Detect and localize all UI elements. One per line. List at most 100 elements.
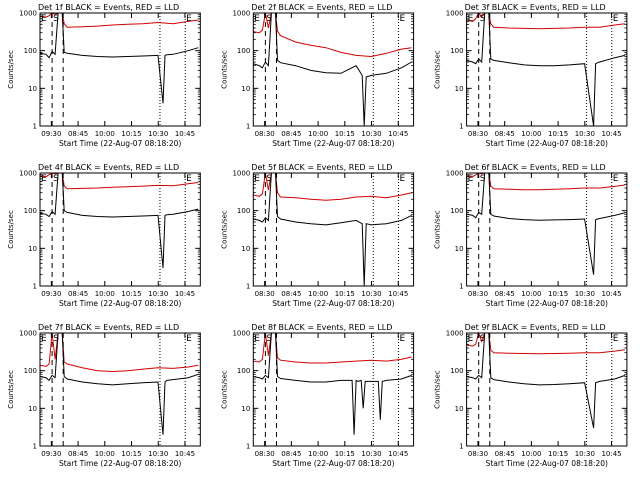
x-tick-label: 08:45 — [68, 290, 88, 298]
region-marker: E — [41, 14, 47, 24]
region-marker: S — [480, 14, 486, 24]
x-tick-label: 10:15 — [548, 290, 568, 298]
x-tick-label: 10:45 — [388, 450, 408, 458]
region-marker: E — [468, 174, 474, 184]
panel-title: Det 7f BLACK = Events, RED = LLD — [38, 323, 179, 332]
x-tick-label: 10:30 — [148, 130, 168, 138]
x-axis-label: Start Time (22-Aug-07 08:18:20) — [59, 139, 181, 148]
x-tick-label: 10:15 — [335, 290, 355, 298]
events-series-line — [466, 12, 626, 127]
x-tick-label: 08:45 — [281, 290, 301, 298]
x-axis-label: Start Time (22-Aug-07 08:18:20) — [272, 459, 394, 468]
panel-title: Det 2f BLACK = Events, RED = LLD — [251, 3, 392, 12]
y-tick-label: 100 — [24, 47, 37, 55]
x-tick-label: 08:45 — [495, 130, 515, 138]
x-tick-label: 08:30 — [468, 450, 488, 458]
events-series-line — [253, 332, 412, 435]
plot-frame — [466, 12, 628, 127]
x-tick-label: 10:15 — [121, 130, 141, 138]
x-tick-label: 10:45 — [388, 290, 408, 298]
x-tick-label: 10:15 — [335, 450, 355, 458]
plot-frame — [252, 12, 415, 127]
x-axis-label: Start Time (22-Aug-07 08:18:20) — [486, 139, 608, 148]
region-marker: E — [186, 174, 192, 184]
y-tick-label: 1000 — [446, 10, 464, 18]
region-marker: S — [480, 174, 486, 184]
x-tick-label: 08:45 — [68, 450, 88, 458]
y-tick-label: 100 — [237, 367, 250, 375]
y-tick-label: 1000 — [19, 10, 37, 18]
y-tick-label: 1000 — [232, 10, 250, 18]
y-axis-label: Counts/sec — [7, 50, 15, 89]
region-marker: E — [468, 334, 474, 344]
y-axis-label: Counts/sec — [7, 370, 15, 409]
panel-title: Det 8f BLACK = Events, RED = LLD — [251, 323, 392, 332]
y-tick-label: 10 — [455, 405, 464, 413]
y-axis-label: Counts/sec — [7, 210, 15, 249]
x-tick-label: 10:30 — [361, 130, 381, 138]
events-series-line — [39, 172, 199, 269]
x-tick-label: 09:30 — [41, 290, 61, 298]
panel-title: Det 9f BLACK = Events, RED = LLD — [465, 323, 606, 332]
region-marker: S — [266, 174, 272, 184]
x-tick-label: 10:45 — [388, 130, 408, 138]
region-marker: E — [254, 334, 260, 344]
y-tick-label: 100 — [24, 367, 37, 375]
x-tick-label: 10:45 — [601, 130, 621, 138]
y-tick-label: 1 — [459, 283, 463, 291]
events-series-line — [253, 172, 412, 287]
x-tick-label: 10:30 — [575, 130, 595, 138]
events-series-line — [253, 12, 412, 127]
plot-frame — [252, 172, 415, 287]
region-marker: S — [53, 14, 59, 24]
x-tick-label: 08:30 — [255, 450, 275, 458]
y-tick-label: 1 — [246, 283, 250, 291]
y-tick-label: 100 — [24, 207, 37, 215]
x-tick-label: 08:30 — [255, 290, 275, 298]
y-tick-label: 1 — [246, 123, 250, 131]
y-tick-label: 1000 — [232, 330, 250, 338]
y-tick-label: 100 — [450, 207, 463, 215]
x-axis-label: Start Time (22-Aug-07 08:18:20) — [486, 299, 608, 308]
x-tick-label: 09:30 — [41, 130, 61, 138]
y-tick-label: 1000 — [446, 330, 464, 338]
lld-series-line — [39, 12, 199, 28]
x-tick-label: 10:30 — [575, 290, 595, 298]
y-tick-label: 1 — [459, 443, 463, 451]
x-tick-label: 10:45 — [601, 290, 621, 298]
region-marker: E — [399, 174, 405, 184]
region-marker: E — [399, 334, 405, 344]
y-tick-label: 10 — [28, 405, 37, 413]
y-tick-label: 10 — [241, 405, 250, 413]
events-series-line — [39, 332, 199, 435]
lld-series-line — [39, 332, 199, 373]
x-axis-label: Start Time (22-Aug-07 08:18:20) — [272, 139, 394, 148]
plot-frame — [39, 12, 201, 127]
plot-frame — [39, 332, 201, 447]
y-tick-label: 10 — [455, 245, 464, 253]
x-tick-label: 10:00 — [521, 290, 541, 298]
panel-title: Det 4f BLACK = Events, RED = LLD — [38, 163, 179, 172]
x-tick-label: 10:30 — [575, 450, 595, 458]
lld-series-line — [39, 172, 199, 190]
region-marker: E — [41, 334, 47, 344]
plot-frame — [39, 172, 201, 287]
x-tick-label: 10:15 — [121, 290, 141, 298]
x-tick-label: 10:30 — [361, 450, 381, 458]
y-tick-label: 1000 — [232, 170, 250, 178]
lld-series-line — [466, 331, 625, 355]
panel-title: Det 3f BLACK = Events, RED = LLD — [465, 3, 606, 12]
y-tick-label: 10 — [455, 85, 464, 93]
region-marker: E — [186, 334, 192, 344]
y-tick-label: 1 — [33, 123, 37, 131]
x-tick-label: 10:15 — [548, 130, 568, 138]
y-tick-label: 100 — [237, 207, 250, 215]
region-marker: E — [613, 174, 619, 184]
x-tick-label: 08:45 — [281, 130, 301, 138]
